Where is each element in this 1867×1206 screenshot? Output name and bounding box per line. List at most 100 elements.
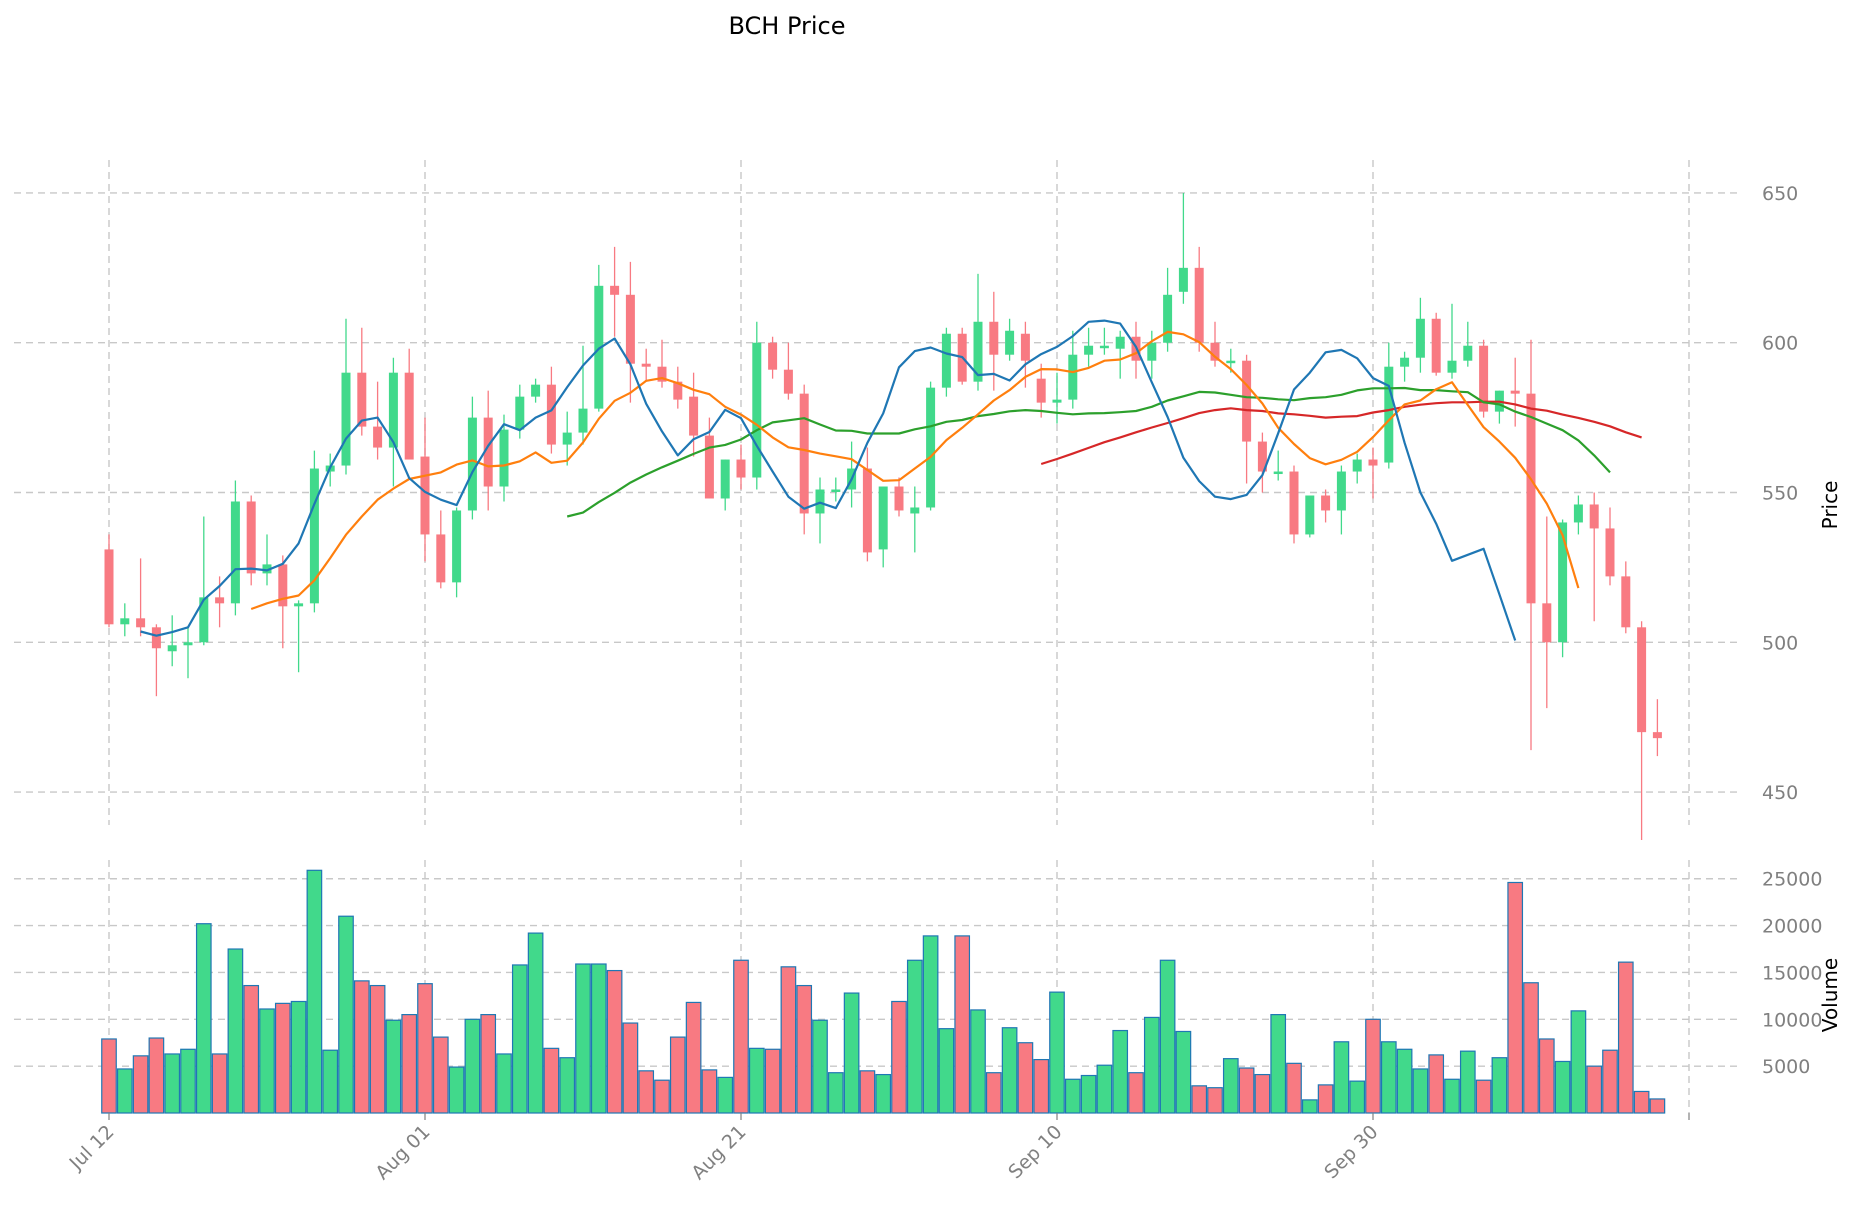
price-tick-label: 600 bbox=[1762, 333, 1798, 355]
price-tick-label: 500 bbox=[1762, 632, 1798, 654]
volume-bar bbox=[1554, 1060, 1571, 1114]
candle-body bbox=[1068, 354, 1078, 400]
volume-bar bbox=[1365, 1018, 1381, 1114]
chart-title: BCH Price bbox=[728, 12, 845, 40]
candle-body bbox=[1463, 345, 1473, 361]
volume-bar bbox=[970, 1009, 986, 1114]
candle-body bbox=[404, 372, 414, 460]
candle-body bbox=[1226, 360, 1236, 364]
candle-body bbox=[246, 501, 256, 574]
volume-bar bbox=[1175, 1030, 1192, 1114]
volume-bar bbox=[559, 1057, 576, 1114]
volume-bar bbox=[1349, 1080, 1366, 1114]
volume-bar bbox=[432, 1036, 449, 1114]
candle-body bbox=[452, 510, 462, 583]
volume-bar bbox=[669, 1036, 686, 1114]
candle-body bbox=[1336, 471, 1346, 511]
candle-body bbox=[673, 381, 683, 400]
volume-bar bbox=[1649, 1098, 1666, 1114]
volume-bar bbox=[1254, 1073, 1271, 1114]
candle-body bbox=[1542, 603, 1552, 643]
volume-bar bbox=[243, 984, 260, 1114]
volume-bar bbox=[464, 1018, 481, 1114]
volume-tick-label: 10000 bbox=[1762, 1009, 1822, 1031]
candle-body bbox=[309, 468, 319, 604]
volume-bar bbox=[511, 964, 528, 1114]
candle-body bbox=[1479, 345, 1489, 412]
candle-body bbox=[1052, 399, 1062, 403]
volume-bar bbox=[1159, 959, 1176, 1114]
volume-bar bbox=[1033, 1058, 1050, 1114]
candle-body bbox=[1605, 528, 1615, 577]
candle-body bbox=[1020, 333, 1030, 361]
candle-body bbox=[578, 408, 588, 433]
volume-bar bbox=[780, 966, 797, 1114]
volume-bar bbox=[1049, 991, 1065, 1114]
candle-body bbox=[341, 372, 351, 466]
volume-bar bbox=[306, 869, 323, 1114]
ma-fast-line bbox=[140, 319, 1517, 641]
volume-bar bbox=[1602, 1049, 1618, 1114]
volume-bar bbox=[859, 1070, 876, 1114]
volume-bar bbox=[274, 1002, 291, 1114]
x-tick-label: Jul 12 bbox=[65, 1121, 119, 1175]
volume-bar bbox=[1444, 1078, 1460, 1114]
candle-body bbox=[1242, 360, 1252, 442]
volume-bar bbox=[132, 1055, 149, 1114]
candle-body bbox=[989, 321, 999, 355]
candle-body bbox=[199, 597, 209, 643]
volume-bar bbox=[843, 992, 860, 1114]
candle-body bbox=[1147, 342, 1157, 361]
candle-body bbox=[736, 459, 746, 478]
volume-bar bbox=[922, 935, 939, 1114]
volume-bar bbox=[1380, 1041, 1397, 1114]
volume-bar bbox=[417, 983, 433, 1114]
candle-body bbox=[1415, 318, 1425, 358]
volume-bar bbox=[906, 959, 923, 1114]
candle-body bbox=[1005, 330, 1015, 355]
candle-body bbox=[831, 489, 841, 493]
volume-bar bbox=[796, 984, 813, 1114]
volume-bar bbox=[654, 1079, 670, 1114]
candle-body bbox=[104, 549, 114, 625]
candle-body bbox=[120, 618, 130, 625]
candle-body bbox=[641, 363, 651, 367]
candle-body bbox=[531, 384, 541, 397]
candle-body bbox=[467, 417, 477, 511]
candle-body bbox=[910, 507, 920, 514]
volume-tick-label: 20000 bbox=[1762, 916, 1822, 938]
ma-mid-line bbox=[250, 330, 1580, 611]
volume-bar bbox=[1301, 1099, 1318, 1114]
volume-bar bbox=[1507, 881, 1524, 1114]
candle-body bbox=[704, 435, 714, 499]
candle-body bbox=[215, 597, 225, 604]
volume-bar bbox=[338, 915, 354, 1114]
candle-body bbox=[499, 429, 509, 487]
volume-bar bbox=[1222, 1058, 1239, 1114]
x-tick-label: Sep 10 bbox=[1004, 1121, 1066, 1183]
candle-body bbox=[151, 627, 161, 649]
candle-body bbox=[1305, 495, 1315, 535]
candle-body bbox=[278, 564, 288, 607]
candle-body bbox=[167, 645, 177, 652]
volume-tick-label: 5000 bbox=[1762, 1056, 1810, 1078]
volume-bar bbox=[195, 923, 212, 1114]
volume-bar bbox=[954, 935, 971, 1114]
volume-bar bbox=[1523, 982, 1539, 1114]
volume-bar bbox=[116, 1068, 133, 1114]
volume-bar bbox=[812, 1019, 828, 1114]
candle-body bbox=[1321, 495, 1331, 511]
volume-bar bbox=[733, 959, 749, 1114]
volume-bar bbox=[1317, 1084, 1334, 1114]
volume-bar bbox=[701, 1069, 718, 1114]
volume-bar bbox=[369, 984, 386, 1114]
volume-bar bbox=[1270, 1014, 1287, 1114]
candle-body bbox=[1510, 390, 1520, 394]
candle-body bbox=[357, 372, 367, 427]
moving-average-lines bbox=[140, 319, 1642, 641]
volume-bar bbox=[164, 1053, 181, 1114]
candle-body bbox=[1573, 504, 1583, 523]
candle-body bbox=[973, 321, 983, 382]
candle-body bbox=[610, 285, 620, 295]
volume-bar bbox=[717, 1076, 734, 1114]
